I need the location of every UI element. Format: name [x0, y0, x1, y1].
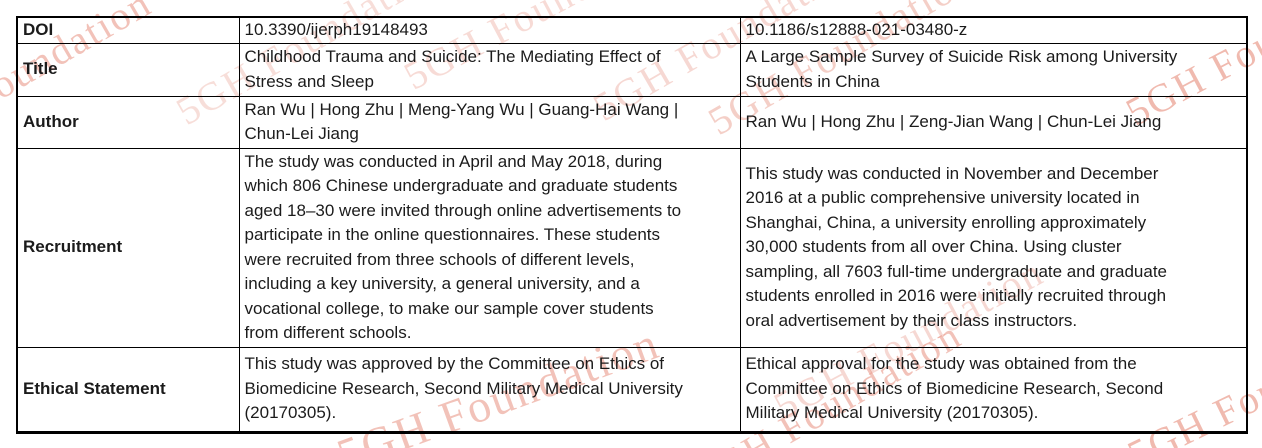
row-label: Title — [16, 42, 240, 97]
study-b-cell: This study was conducted in November and… — [739, 147, 1248, 348]
table-row-recruitment: Recruitment The study was conducted in A… — [16, 147, 1248, 348]
table-row-author: Author Ran Wu | Hong Zhu | Meng-Yang Wu … — [16, 95, 1248, 149]
study-b-cell: Ran Wu | Hong Zhu | Zeng-Jian Wang | Chu… — [739, 95, 1248, 149]
table-row-doi: DOI 10.3390/ijerph19148493 10.1186/s1288… — [16, 16, 1248, 44]
row-label: Recruitment — [16, 147, 240, 348]
study-a-cell: This study was approved by the Committee… — [238, 346, 741, 433]
study-a-cell: 10.3390/ijerph19148493 — [238, 16, 741, 44]
table-row-title: Title Childhood Trauma and Suicide: The … — [16, 42, 1248, 97]
row-label: DOI — [16, 16, 240, 44]
study-b-cell: A Large Sample Survey of Suicide Risk am… — [739, 42, 1248, 97]
study-a-cell: Childhood Trauma and Suicide: The Mediat… — [238, 42, 741, 97]
study-a-cell: Ran Wu | Hong Zhu | Meng-Yang Wu | Guang… — [238, 95, 741, 149]
table-row-ethical-statement: Ethical Statement This study was approve… — [16, 346, 1248, 433]
study-a-cell: The study was conducted in April and May… — [238, 147, 741, 348]
study-b-cell: 10.1186/s12888-021-03480-z — [739, 16, 1248, 44]
row-label: Ethical Statement — [16, 346, 240, 433]
row-label: Author — [16, 95, 240, 149]
study-b-cell: Ethical approval for the study was obtai… — [739, 346, 1248, 433]
study-comparison-table: DOI 10.3390/ijerph19148493 10.1186/s1288… — [16, 16, 1248, 434]
